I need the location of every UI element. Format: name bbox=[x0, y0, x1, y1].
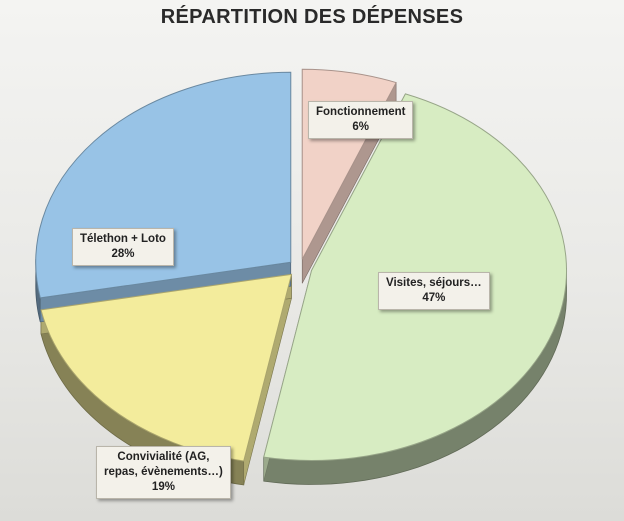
slice-name: Fonctionnement bbox=[316, 106, 406, 118]
slice-percent: 6% bbox=[352, 121, 370, 133]
slice-label-fonctionnement: Fonctionnement 6% bbox=[308, 101, 414, 139]
slice-percent: 28% bbox=[111, 248, 135, 260]
slice-percent: 47% bbox=[422, 292, 446, 304]
chart-title: RÉPARTITION DES DÉPENSES bbox=[160, 6, 464, 28]
slice-label-convivialite: Convivialité (AG, repas, évènements…) 19… bbox=[96, 446, 231, 499]
slice-label-visites-sejours: Visites, séjours… 47% bbox=[378, 272, 490, 310]
slice-name-line-2: repas, évènements…) bbox=[104, 466, 223, 478]
slice-name: Télethon + Loto bbox=[80, 233, 166, 245]
slice-name: Visites, séjours… bbox=[386, 277, 482, 289]
slice-percent: 19% bbox=[151, 481, 175, 493]
slice-label-telethon-loto: Télethon + Loto 28% bbox=[72, 228, 174, 266]
slice-name-line-1: Convivialité (AG, bbox=[117, 451, 210, 463]
